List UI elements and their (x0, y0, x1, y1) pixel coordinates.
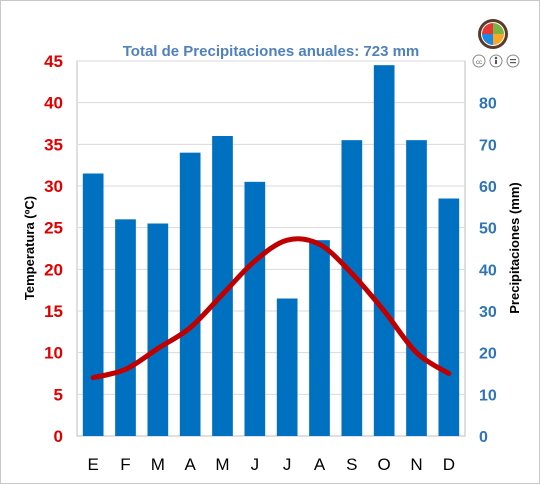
bar-6 (276, 298, 298, 436)
bar-8 (341, 140, 363, 436)
bar-5 (244, 181, 266, 436)
bar-10 (406, 140, 427, 436)
right-axis-ticks: 0 10 20 30 40 50 60 70 80 (479, 96, 497, 446)
right-tick-label: 0 (479, 429, 488, 446)
left-tick-label: 0 (54, 427, 63, 446)
bar-2 (147, 223, 169, 436)
x-tick-label: A (184, 455, 196, 474)
x-tick-label: S (346, 455, 357, 474)
right-tick-label: 70 (479, 137, 497, 154)
bar-7 (309, 240, 330, 436)
right-tick-label: 60 (479, 179, 497, 196)
left-tick-label: 20 (44, 260, 63, 279)
x-tick-label: M (215, 455, 229, 474)
x-tick-label: J (251, 455, 260, 474)
gridlines (77, 60, 465, 395)
left-axis-title: Temperatura (ºC) (22, 196, 37, 300)
right-axis-title: Precipitaciones (mm) (507, 182, 522, 314)
cc-icon (472, 54, 486, 68)
bar-9 (373, 65, 395, 437)
bar-4 (212, 136, 233, 436)
bar-11 (438, 198, 460, 436)
right-tick-label: 40 (479, 262, 497, 279)
license-icons: cc (472, 54, 520, 68)
left-axis-ticks: 0 5 10 15 20 25 30 35 40 45 (44, 52, 63, 446)
right-tick-label: 50 (479, 221, 497, 238)
chart-title: Total de Precipitaciones anuales: 723 mm (123, 43, 420, 60)
temperature-line (90, 236, 452, 381)
left-tick-label: 35 (44, 135, 63, 154)
left-tick-label: 45 (44, 52, 63, 71)
x-tick-label: F (120, 455, 130, 474)
puzzle-logo-icon (478, 19, 508, 49)
temperature-series-line (90, 236, 452, 381)
left-tick-label: 10 (44, 344, 63, 363)
x-tick-label: M (151, 455, 165, 474)
left-tick-label: 40 (44, 94, 63, 113)
left-tick-label: 30 (44, 177, 63, 196)
right-tick-label: 30 (479, 304, 497, 321)
x-tick-label: D (443, 455, 455, 474)
left-tick-label: 15 (44, 302, 63, 321)
svg-text:cc: cc (476, 60, 482, 66)
x-tick-label: N (410, 455, 422, 474)
nd-icon (506, 54, 520, 68)
x-tick-label: E (87, 455, 98, 474)
precipitation-bars (82, 65, 460, 437)
bar-1 (115, 219, 136, 436)
x-tick-label: A (314, 455, 326, 474)
x-tick-label: J (283, 455, 292, 474)
right-tick-label: 80 (479, 96, 497, 113)
x-tick-label: O (378, 455, 391, 474)
left-tick-label: 25 (44, 219, 63, 238)
bar-3 (179, 152, 201, 436)
right-tick-label: 20 (479, 346, 497, 363)
left-tick-label: 5 (54, 385, 63, 404)
bar-0 (82, 173, 104, 436)
right-tick-label: 10 (479, 387, 497, 404)
